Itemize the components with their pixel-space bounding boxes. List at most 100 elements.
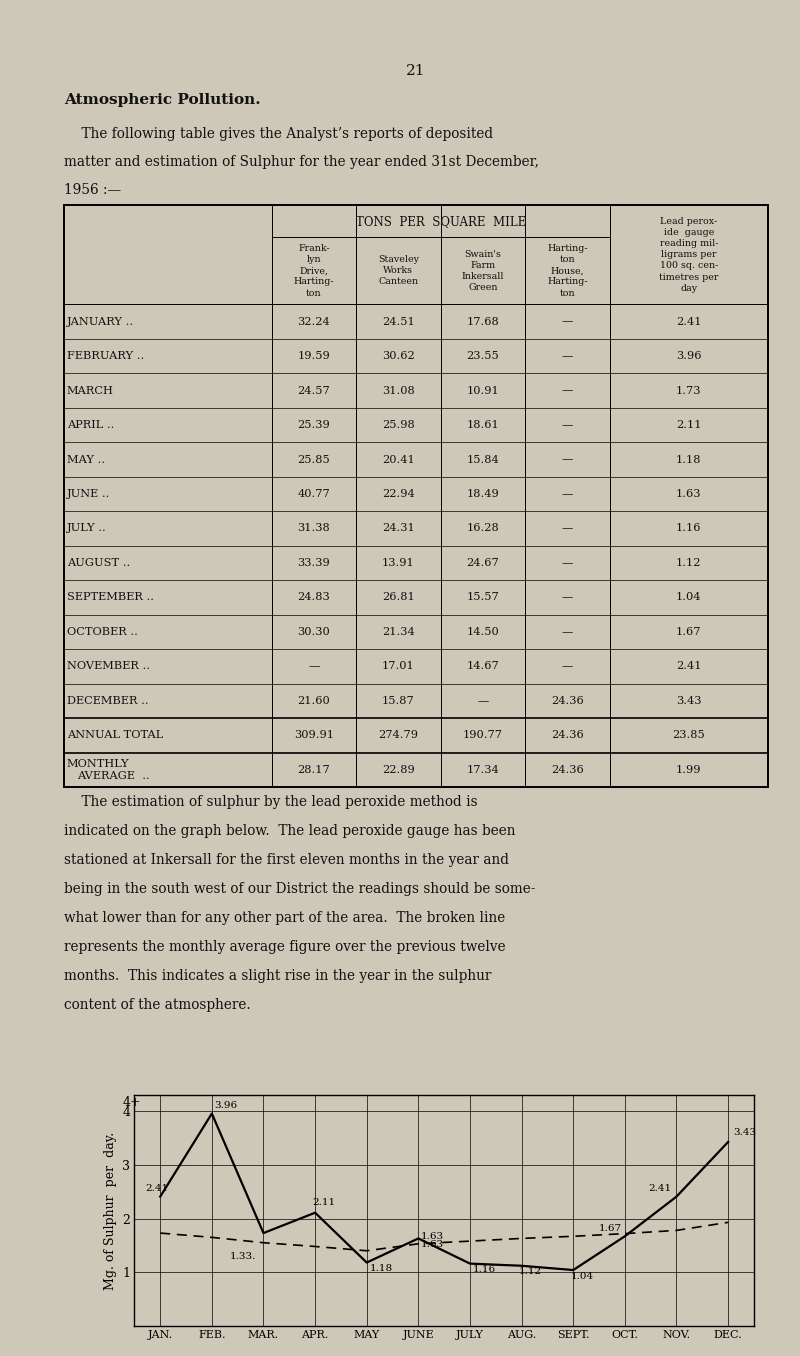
Text: —: — <box>477 696 489 706</box>
Text: —: — <box>562 454 573 465</box>
Text: content of the atmosphere.: content of the atmosphere. <box>64 998 250 1012</box>
Text: 2.41: 2.41 <box>648 1184 671 1193</box>
Text: 20.41: 20.41 <box>382 454 414 465</box>
Text: 2.41: 2.41 <box>676 316 702 327</box>
Text: matter and estimation of Sulphur for the year ended 31st December,: matter and estimation of Sulphur for the… <box>64 155 539 170</box>
Text: —: — <box>562 490 573 499</box>
Text: 30.62: 30.62 <box>382 351 414 361</box>
Text: 25.98: 25.98 <box>382 420 414 430</box>
Text: —: — <box>562 420 573 430</box>
Text: 2.11: 2.11 <box>313 1199 336 1207</box>
Text: 24.36: 24.36 <box>551 731 584 740</box>
Text: 24.36: 24.36 <box>551 696 584 706</box>
Text: 1.12: 1.12 <box>519 1268 542 1276</box>
Text: 1.04: 1.04 <box>570 1272 594 1281</box>
Text: 15.87: 15.87 <box>382 696 414 706</box>
Text: 25.85: 25.85 <box>298 454 330 465</box>
Text: 14.67: 14.67 <box>466 662 499 671</box>
Text: 1.12: 1.12 <box>676 557 702 568</box>
Text: AVERAGE  ..: AVERAGE .. <box>77 772 150 781</box>
Text: what lower than for any other part of the area.  The broken line: what lower than for any other part of th… <box>64 911 506 925</box>
Text: 30.30: 30.30 <box>298 626 330 637</box>
Text: being in the south west of our District the readings should be some-: being in the south west of our District … <box>64 883 535 896</box>
Text: DECEMBER ..: DECEMBER .. <box>67 696 149 706</box>
Text: 1.63: 1.63 <box>421 1241 444 1249</box>
Text: TONS  PER  SQUARE  MILE: TONS PER SQUARE MILE <box>355 216 526 228</box>
Text: 28.17: 28.17 <box>298 765 330 774</box>
Text: —: — <box>562 523 573 533</box>
Text: Swain's
Farm
Inkersall
Green: Swain's Farm Inkersall Green <box>462 250 504 292</box>
Text: 13.91: 13.91 <box>382 557 414 568</box>
Text: 4+: 4+ <box>122 1096 141 1109</box>
Text: 25.39: 25.39 <box>298 420 330 430</box>
Text: MARCH: MARCH <box>67 385 114 396</box>
Y-axis label: Mg. of Sulphur  per  day.: Mg. of Sulphur per day. <box>104 1131 117 1290</box>
Text: 2.41: 2.41 <box>676 662 702 671</box>
Text: 3.96: 3.96 <box>676 351 702 361</box>
Text: 3.96: 3.96 <box>214 1101 238 1109</box>
Text: JULY ..: JULY .. <box>67 523 106 533</box>
Text: Staveley
Works
Canteen: Staveley Works Canteen <box>378 255 419 286</box>
Text: 2.11: 2.11 <box>676 420 702 430</box>
Text: —: — <box>562 351 573 361</box>
Text: 21: 21 <box>406 64 426 79</box>
Text: Harting-
ton
House,
Harting-
ton: Harting- ton House, Harting- ton <box>547 244 588 297</box>
Text: MONTHLY: MONTHLY <box>67 759 130 769</box>
Text: 24.36: 24.36 <box>551 765 584 774</box>
Text: represents the monthly average figure over the previous twelve: represents the monthly average figure ov… <box>64 940 506 953</box>
Text: 16.28: 16.28 <box>466 523 499 533</box>
Text: OCTOBER ..: OCTOBER .. <box>67 626 138 637</box>
Text: 33.39: 33.39 <box>298 557 330 568</box>
Text: 1.18: 1.18 <box>676 454 702 465</box>
Text: FEBRUARY ..: FEBRUARY .. <box>67 351 144 361</box>
Text: 17.01: 17.01 <box>382 662 414 671</box>
Text: 1.99: 1.99 <box>676 765 702 774</box>
Text: 1.67: 1.67 <box>599 1223 622 1233</box>
Text: 309.91: 309.91 <box>294 731 334 740</box>
Text: 31.08: 31.08 <box>382 385 414 396</box>
Text: 26.81: 26.81 <box>382 593 414 602</box>
Text: —: — <box>562 662 573 671</box>
Text: 32.24: 32.24 <box>298 316 330 327</box>
Text: stationed at Inkersall for the first eleven months in the year and: stationed at Inkersall for the first ele… <box>64 853 509 868</box>
Text: indicated on the graph below.  The lead peroxide gauge has been: indicated on the graph below. The lead p… <box>64 824 515 838</box>
Text: 1.16: 1.16 <box>676 523 702 533</box>
Text: —: — <box>308 662 320 671</box>
Text: 1.18: 1.18 <box>370 1264 393 1273</box>
Text: 3.43: 3.43 <box>734 1128 756 1138</box>
Text: —: — <box>562 316 573 327</box>
Text: APRIL ..: APRIL .. <box>67 420 114 430</box>
Text: 40.77: 40.77 <box>298 490 330 499</box>
Text: 1956 :—: 1956 :— <box>64 183 121 197</box>
Text: 21.60: 21.60 <box>298 696 330 706</box>
Text: 1.63: 1.63 <box>676 490 702 499</box>
Text: Lead perox-
ide  gauge
reading mil-
ligrams per
100 sq. cen-
timetres per
day: Lead perox- ide gauge reading mil- ligra… <box>659 217 718 293</box>
Text: SEPTEMBER ..: SEPTEMBER .. <box>67 593 154 602</box>
Text: 24.31: 24.31 <box>382 523 414 533</box>
Text: 24.83: 24.83 <box>298 593 330 602</box>
Text: 24.57: 24.57 <box>298 385 330 396</box>
Text: —: — <box>562 593 573 602</box>
Text: 1.63: 1.63 <box>421 1231 444 1241</box>
Text: 24.67: 24.67 <box>466 557 499 568</box>
Text: Frank-
lyn
Drive,
Harting-
ton: Frank- lyn Drive, Harting- ton <box>294 244 334 297</box>
Text: Atmospheric Pollution.: Atmospheric Pollution. <box>64 94 261 107</box>
Text: 23.85: 23.85 <box>673 731 705 740</box>
Text: JUNE ..: JUNE .. <box>67 490 110 499</box>
Text: The following table gives the Analyst’s reports of deposited: The following table gives the Analyst’s … <box>64 126 493 141</box>
Text: —: — <box>562 557 573 568</box>
Text: 23.55: 23.55 <box>466 351 499 361</box>
Text: 10.91: 10.91 <box>466 385 499 396</box>
Text: 17.68: 17.68 <box>466 316 499 327</box>
Text: ANNUAL TOTAL: ANNUAL TOTAL <box>67 731 163 740</box>
Text: —: — <box>562 626 573 637</box>
Text: NOVEMBER ..: NOVEMBER .. <box>67 662 150 671</box>
Text: 17.34: 17.34 <box>466 765 499 774</box>
Text: 31.38: 31.38 <box>298 523 330 533</box>
Text: 22.94: 22.94 <box>382 490 414 499</box>
Text: 15.84: 15.84 <box>466 454 499 465</box>
Text: months.  This indicates a slight rise in the year in the sulphur: months. This indicates a slight rise in … <box>64 968 491 983</box>
Text: 1.67: 1.67 <box>676 626 702 637</box>
Text: 1.16: 1.16 <box>473 1265 496 1275</box>
Text: The estimation of sulphur by the lead peroxide method is: The estimation of sulphur by the lead pe… <box>64 796 478 810</box>
